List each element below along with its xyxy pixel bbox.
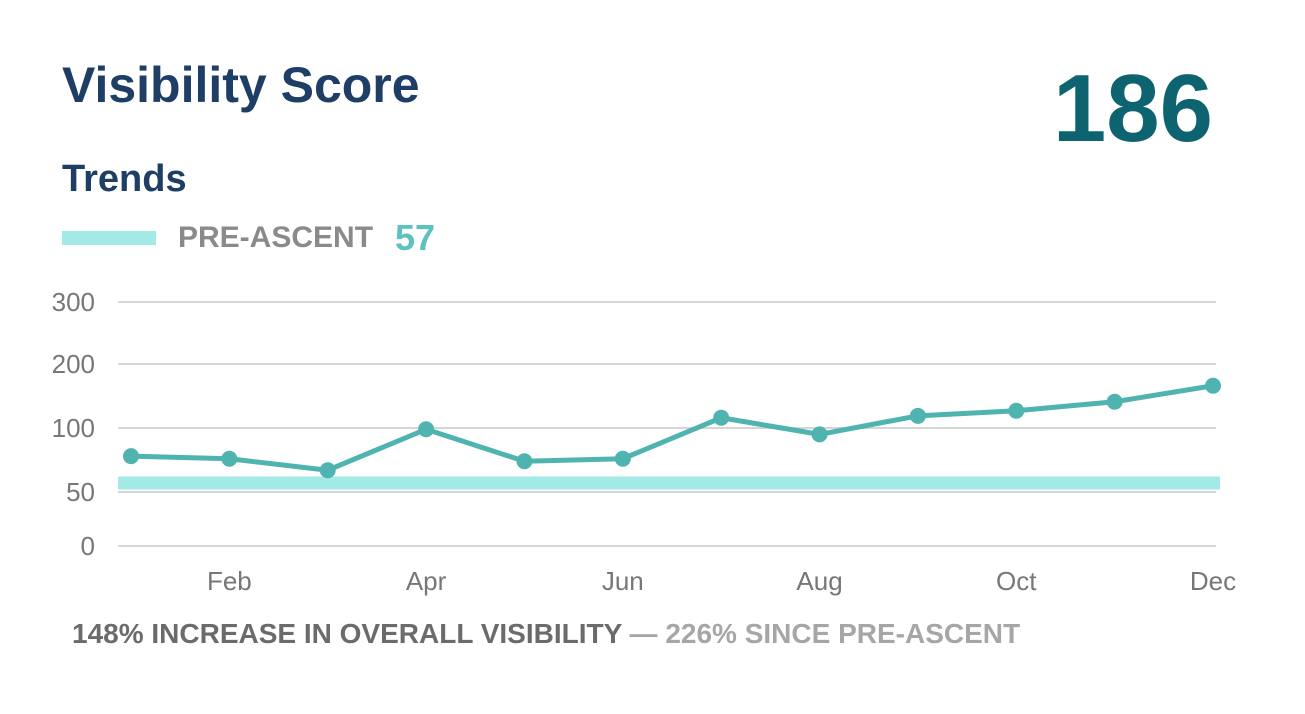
data-point bbox=[713, 409, 730, 426]
data-point bbox=[123, 448, 139, 465]
data-point bbox=[418, 421, 435, 438]
x-tick-label: Oct bbox=[996, 566, 1037, 596]
footer-summary: 148% INCREASE IN OVERALL VISIBILITY — 22… bbox=[72, 618, 1020, 650]
y-tick-label: 200 bbox=[52, 349, 95, 379]
x-tick-label: Dec bbox=[1190, 566, 1236, 596]
series-line bbox=[130, 383, 1214, 473]
y-tick-label: 0 bbox=[81, 531, 95, 561]
data-point bbox=[909, 407, 926, 424]
x-tick-label: Jun bbox=[602, 566, 644, 596]
data-point bbox=[614, 450, 631, 467]
y-tick-label: 100 bbox=[52, 413, 95, 443]
y-tick-label: 50 bbox=[66, 477, 95, 507]
x-tick-label: Aug bbox=[796, 566, 842, 596]
data-point bbox=[221, 450, 238, 467]
section-subtitle: Trends bbox=[62, 158, 187, 200]
legend: PRE-ASCENT 57 bbox=[62, 216, 435, 260]
y-tick-label: 300 bbox=[52, 287, 95, 317]
data-point bbox=[319, 462, 336, 479]
data-point bbox=[1106, 393, 1123, 410]
visibility-score-value: 186 bbox=[1052, 55, 1213, 162]
x-tick-label: Apr bbox=[406, 566, 447, 596]
x-tick-label: Feb bbox=[207, 566, 252, 596]
data-point bbox=[811, 426, 828, 443]
page-title: Visibility Score bbox=[62, 57, 420, 113]
data-point bbox=[516, 453, 533, 470]
data-point bbox=[1008, 402, 1025, 419]
footer-primary: 148% INCREASE IN OVERALL VISIBILITY bbox=[72, 618, 622, 649]
legend-value: 57 bbox=[395, 217, 436, 258]
legend-swatch bbox=[62, 231, 156, 245]
data-point bbox=[1205, 377, 1221, 394]
legend-label: PRE-ASCENT bbox=[178, 221, 374, 254]
footer-secondary: — 226% SINCE PRE-ASCENT bbox=[629, 618, 1021, 649]
